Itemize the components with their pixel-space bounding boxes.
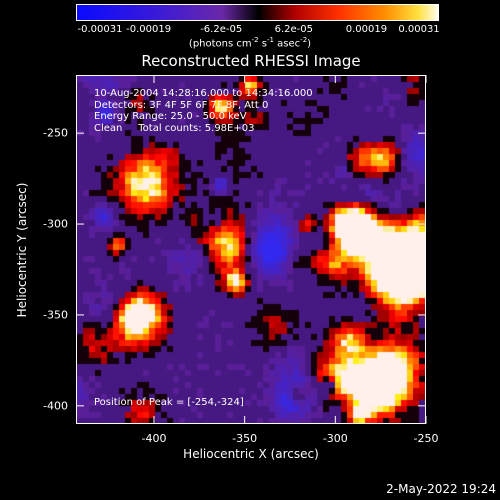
info-detectors: Detectors: 3F 4F 5F 6F 7F 8F, Att 0 (94, 99, 269, 111)
x-axis-label: Heliocentric X (arcsec) (183, 447, 319, 461)
x-tick-label: -350 (232, 432, 258, 445)
colorbar-units: (photons cm-2 s-1 asec-2) (188, 36, 312, 50)
colorbar-tick-label: -0.00019 (126, 24, 172, 35)
timestamp: 2-May-2022 19:24 (386, 482, 496, 496)
colorbar-tick-label: -0.00031 (77, 24, 123, 35)
info-energy: Energy Range: 25.0 - 50.0 keV (94, 111, 247, 122)
heatmap-image (77, 76, 425, 423)
y-axis-label: Heliocentric Y (arcsec) (15, 182, 29, 318)
x-tick-label: -400 (141, 432, 167, 445)
colorbar (76, 4, 439, 21)
info-time: 10-Aug-2004 14:28:16.000 to 14:34:16.000 (94, 88, 313, 99)
y-tick-label: -250 (43, 126, 68, 140)
info-clean: Clean Total counts: 5.98E+03 (94, 122, 255, 134)
colorbar-tick-label: 0.00019 (345, 24, 388, 35)
x-tick-label: -250 (413, 432, 439, 445)
heatmap-plot (76, 75, 426, 424)
plot-title: Reconstructed RHESSI Image (141, 52, 361, 70)
y-tick-label: -350 (43, 308, 68, 322)
colorbar-tick-label: 0.00031 (398, 24, 440, 35)
peak-position: Position of Peak = [-254,-324] (94, 397, 244, 408)
y-tick-label: -300 (43, 217, 68, 231)
colorbar-tick-label: 6.2e-05 (274, 24, 313, 35)
colorbar-tick-label: -6.2e-05 (200, 24, 243, 35)
y-tick-label: -400 (43, 399, 68, 413)
x-tick-label: -300 (322, 432, 348, 445)
